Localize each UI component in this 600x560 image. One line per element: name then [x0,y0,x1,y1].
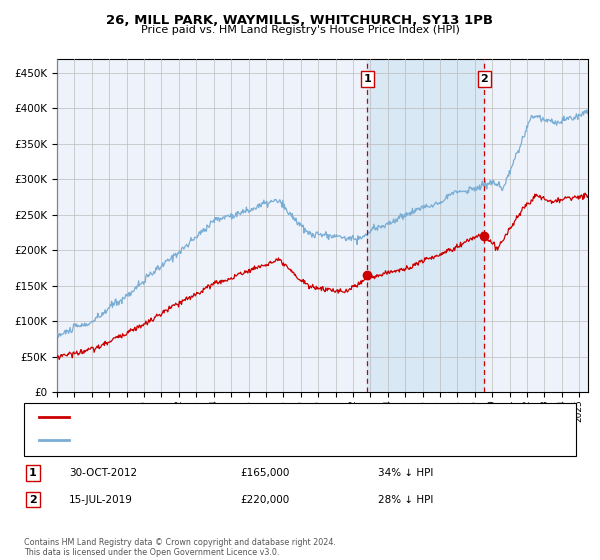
Text: 15-JUL-2019: 15-JUL-2019 [69,494,133,505]
Text: 1: 1 [29,468,37,478]
Text: 30-OCT-2012: 30-OCT-2012 [69,468,137,478]
Bar [367,59,484,392]
Text: 26, MILL PARK, WAYMILLS, WHITCHURCH, SY13 1PB: 26, MILL PARK, WAYMILLS, WHITCHURCH, SY1… [107,14,493,27]
Text: 34% ↓ HPI: 34% ↓ HPI [378,468,433,478]
Text: £165,000: £165,000 [240,468,289,478]
Text: Contains HM Land Registry data © Crown copyright and database right 2024.
This d: Contains HM Land Registry data © Crown c… [24,538,336,557]
Text: Price paid vs. HM Land Registry's House Price Index (HPI): Price paid vs. HM Land Registry's House … [140,25,460,35]
Text: 1: 1 [364,74,371,84]
Text: HPI: Average price, detached house, Shropshire: HPI: Average price, detached house, Shro… [75,435,308,445]
Text: 2: 2 [481,74,488,84]
Text: 26, MILL PARK, WAYMILLS, WHITCHURCH, SY13 1PB (detached house): 26, MILL PARK, WAYMILLS, WHITCHURCH, SY1… [75,412,415,422]
Text: £220,000: £220,000 [240,494,289,505]
Text: 2: 2 [29,494,37,505]
Text: 28% ↓ HPI: 28% ↓ HPI [378,494,433,505]
